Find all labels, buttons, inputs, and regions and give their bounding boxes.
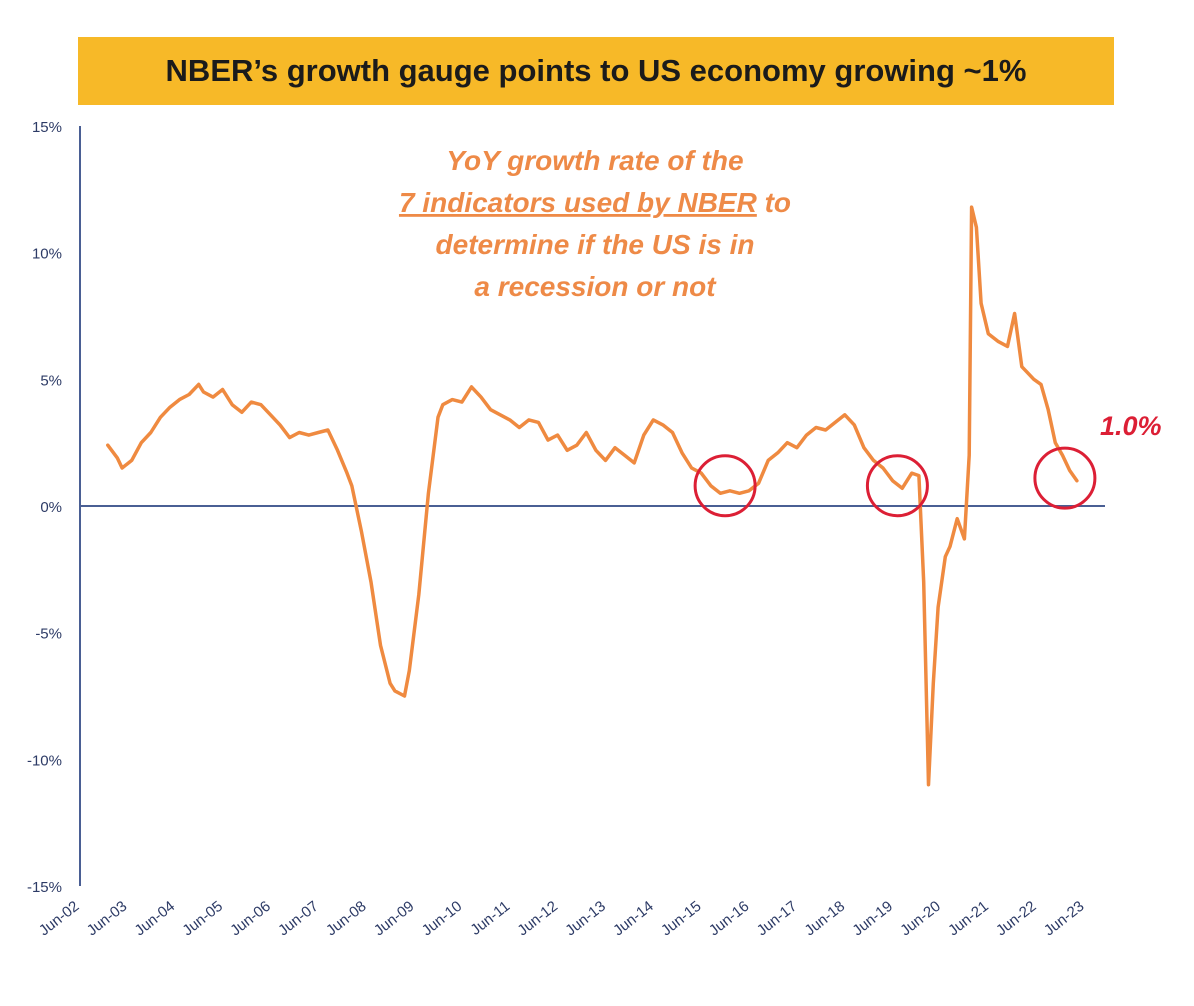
y-tick-label: -15% bbox=[27, 879, 62, 896]
highlight-circle bbox=[865, 454, 929, 518]
annotation-underlined: 7 indicators used by NBER bbox=[399, 187, 758, 218]
series-layer bbox=[106, 205, 1079, 787]
y-tick-label: 5% bbox=[40, 372, 62, 389]
x-tick-label: Jun-05 bbox=[179, 898, 226, 940]
y-tick-label: -5% bbox=[35, 626, 62, 643]
x-tick-label: Jun-15 bbox=[658, 898, 705, 940]
x-tick-label: Jun-23 bbox=[1041, 898, 1088, 940]
axes-layer bbox=[79, 126, 1105, 886]
highlight-circle bbox=[693, 454, 757, 518]
x-tick-label: Jun-06 bbox=[227, 898, 274, 940]
x-tick-label: Jun-20 bbox=[897, 898, 944, 940]
x-tick-label: Jun-14 bbox=[610, 898, 657, 940]
x-tick-label: Jun-02 bbox=[36, 898, 83, 940]
end-value-label: 1.0% bbox=[1100, 411, 1162, 441]
x-tick-label: Jun-03 bbox=[84, 898, 131, 940]
chart-title: NBER’s growth gauge points to US economy… bbox=[165, 53, 1027, 88]
x-tick-label: Jun-17 bbox=[754, 898, 801, 940]
x-tick-label: Jun-07 bbox=[275, 898, 322, 940]
series-line bbox=[106, 205, 1079, 787]
x-tick-label: Jun-04 bbox=[132, 898, 179, 940]
x-tick-label: Jun-18 bbox=[802, 898, 849, 940]
title-banner: NBER’s growth gauge points to US economy… bbox=[78, 37, 1114, 105]
x-tick-label: Jun-16 bbox=[706, 898, 753, 940]
x-tick-label: Jun-22 bbox=[993, 898, 1040, 940]
x-tick-label: Jun-19 bbox=[849, 898, 896, 940]
annotation-line-3: determine if the US is in bbox=[436, 229, 755, 260]
y-tick-label: 10% bbox=[32, 246, 62, 263]
y-tick-label: 0% bbox=[40, 499, 62, 516]
annotation-line-4: a recession or not bbox=[474, 271, 717, 302]
y-tick-label: -10% bbox=[27, 752, 62, 769]
x-tick-label: Jun-10 bbox=[419, 898, 466, 940]
y-tick-label: 15% bbox=[32, 119, 62, 136]
x-tick-label: Jun-09 bbox=[371, 898, 418, 940]
x-tick-label: Jun-08 bbox=[323, 898, 370, 940]
x-tick-label: Jun-11 bbox=[467, 898, 513, 939]
annotation-line-2-tail: to bbox=[757, 187, 791, 218]
highlight-layer bbox=[693, 446, 1097, 518]
annotation-line-2: 7 indicators used by NBER to bbox=[399, 187, 791, 218]
x-tick-label: Jun-13 bbox=[562, 898, 609, 940]
annotation-line-1: YoY growth rate of the bbox=[446, 145, 743, 176]
x-tick-label: Jun-21 bbox=[945, 898, 992, 940]
x-tick-label: Jun-12 bbox=[514, 898, 561, 940]
highlight-circle bbox=[1033, 446, 1097, 510]
